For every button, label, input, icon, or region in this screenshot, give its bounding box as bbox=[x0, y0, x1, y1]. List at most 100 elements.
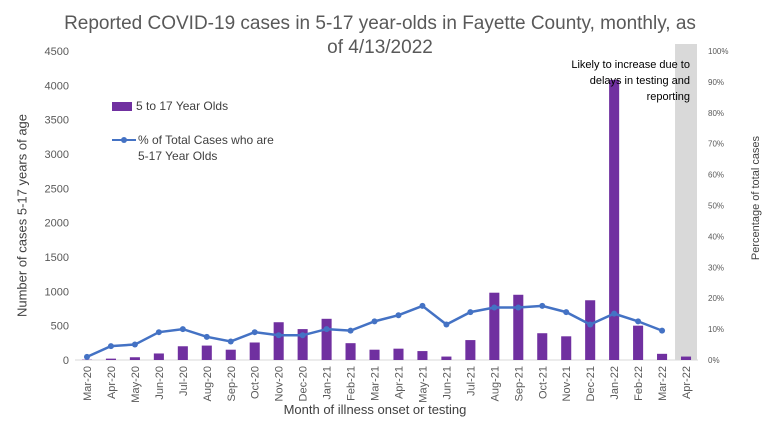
x-tick-label: Jul-20 bbox=[178, 366, 190, 396]
x-tick-label: Aug-21 bbox=[489, 366, 501, 401]
bar bbox=[633, 325, 644, 360]
y-tick-label: 3000 bbox=[45, 149, 69, 161]
legend-line-label: % of Total Cases who are 5-17 Year Olds bbox=[138, 133, 274, 163]
percent-point bbox=[227, 338, 234, 345]
x-tick-label: Dec-21 bbox=[585, 366, 597, 401]
percent-point bbox=[83, 353, 90, 360]
bar bbox=[585, 300, 596, 360]
bar bbox=[609, 79, 620, 360]
bar bbox=[153, 353, 164, 360]
percent-point bbox=[491, 304, 498, 311]
percent-point bbox=[467, 309, 474, 316]
percent-point bbox=[443, 321, 450, 328]
bar bbox=[225, 349, 236, 360]
y-tick-label: 3500 bbox=[45, 115, 69, 127]
x-tick-label: Sep-21 bbox=[513, 366, 525, 401]
y2-tick-label: 60% bbox=[708, 171, 724, 180]
legend-line-entry: % of Total Cases who are 5-17 Year Olds bbox=[112, 132, 274, 164]
x-axis-label: Month of illness onset or testing bbox=[283, 402, 467, 417]
bar bbox=[321, 318, 332, 360]
x-tick-label: Mar-22 bbox=[657, 366, 669, 401]
x-tick-label: Sep-20 bbox=[226, 366, 238, 401]
title-line-2: of 4/13/2022 bbox=[327, 37, 433, 58]
percent-point bbox=[371, 318, 378, 325]
x-tick-label: May-20 bbox=[130, 366, 142, 403]
x-tick-label: Dec-20 bbox=[298, 366, 310, 401]
bar bbox=[393, 348, 404, 360]
bar bbox=[441, 356, 452, 360]
y2-tick-label: 80% bbox=[708, 109, 724, 118]
y2-axis-label: Percentage of total cases bbox=[750, 135, 762, 261]
percent-point bbox=[419, 302, 426, 309]
x-tick-label: Jun-20 bbox=[154, 366, 166, 400]
bar bbox=[657, 353, 668, 360]
x-tick-label: Apr-21 bbox=[393, 366, 405, 399]
percent-point bbox=[539, 302, 546, 309]
bar bbox=[129, 357, 140, 360]
legend-line-swatch bbox=[112, 137, 136, 143]
bar bbox=[537, 333, 548, 360]
y2-tick-label: 10% bbox=[708, 325, 724, 334]
y2-tick-label: 30% bbox=[708, 263, 724, 272]
bar bbox=[513, 294, 524, 360]
x-tick-label: Mar-20 bbox=[82, 366, 94, 401]
percent-point bbox=[635, 318, 642, 325]
shaded-region bbox=[675, 44, 697, 360]
bar bbox=[249, 342, 260, 360]
y2-tick-label: 90% bbox=[708, 78, 724, 87]
annotation-note: Likely to increase due to delays in test… bbox=[571, 59, 690, 103]
percent-point bbox=[587, 321, 594, 328]
x-tick-label: Apr-22 bbox=[681, 366, 693, 399]
bar bbox=[105, 358, 116, 360]
percent-line bbox=[86, 304, 663, 359]
y-tick-label: 4000 bbox=[45, 80, 69, 92]
y-tick-label: 1000 bbox=[45, 286, 69, 298]
legend-bar-swatch bbox=[112, 102, 132, 112]
y-tick-label: 500 bbox=[51, 321, 69, 333]
bar bbox=[680, 356, 692, 360]
y2-tick-label: 70% bbox=[708, 140, 724, 149]
y2-tick-label: 20% bbox=[708, 294, 724, 303]
percent-point bbox=[347, 327, 354, 334]
x-tick-label: Jan-21 bbox=[322, 366, 334, 400]
percent-point bbox=[323, 326, 330, 333]
bar bbox=[489, 292, 500, 360]
percent-point bbox=[563, 309, 570, 316]
x-tick-label: Apr-20 bbox=[106, 366, 118, 399]
percent-point bbox=[299, 332, 306, 339]
percent-point bbox=[659, 327, 666, 334]
bar bbox=[177, 346, 188, 360]
percent-point bbox=[515, 304, 522, 311]
y-tick-label: 2000 bbox=[45, 218, 69, 230]
x-tick-label: Jan-22 bbox=[609, 366, 621, 400]
x-tick-label: Nov-20 bbox=[274, 366, 286, 401]
x-tick-label: Nov-21 bbox=[561, 366, 573, 401]
y-axis-label: Number of cases 5-17 years of age bbox=[14, 113, 30, 318]
bar bbox=[345, 343, 356, 360]
x-tick-label: Mar-21 bbox=[370, 366, 382, 401]
percent-point bbox=[395, 312, 402, 319]
x-tick-label: Feb-21 bbox=[346, 366, 358, 401]
title-line-1: Reported COVID-19 cases in 5-17 year-old… bbox=[64, 13, 696, 34]
percent-point bbox=[611, 310, 618, 317]
x-tick-label: Jun-21 bbox=[441, 366, 453, 400]
y-tick-label: 4500 bbox=[45, 46, 69, 58]
bar bbox=[369, 349, 380, 360]
bar bbox=[273, 322, 284, 360]
percent-point bbox=[203, 333, 210, 340]
y2-tick-label: 100% bbox=[708, 47, 728, 56]
percent-point bbox=[155, 329, 162, 336]
percent-point bbox=[107, 343, 114, 350]
x-tick-label: Jul-21 bbox=[465, 366, 477, 396]
bar bbox=[297, 329, 308, 360]
bar bbox=[417, 351, 428, 360]
y-tick-label: 0 bbox=[63, 355, 69, 367]
bar bbox=[465, 340, 476, 360]
legend-line-marker bbox=[121, 137, 127, 143]
y2-tick-label: 40% bbox=[708, 232, 724, 241]
bar bbox=[201, 345, 212, 360]
x-tick-label: Feb-22 bbox=[633, 366, 645, 401]
legend-bar-label: 5 to 17 Year Olds bbox=[136, 99, 229, 113]
legend-bar-entry: 5 to 17 Year Olds bbox=[112, 98, 228, 114]
